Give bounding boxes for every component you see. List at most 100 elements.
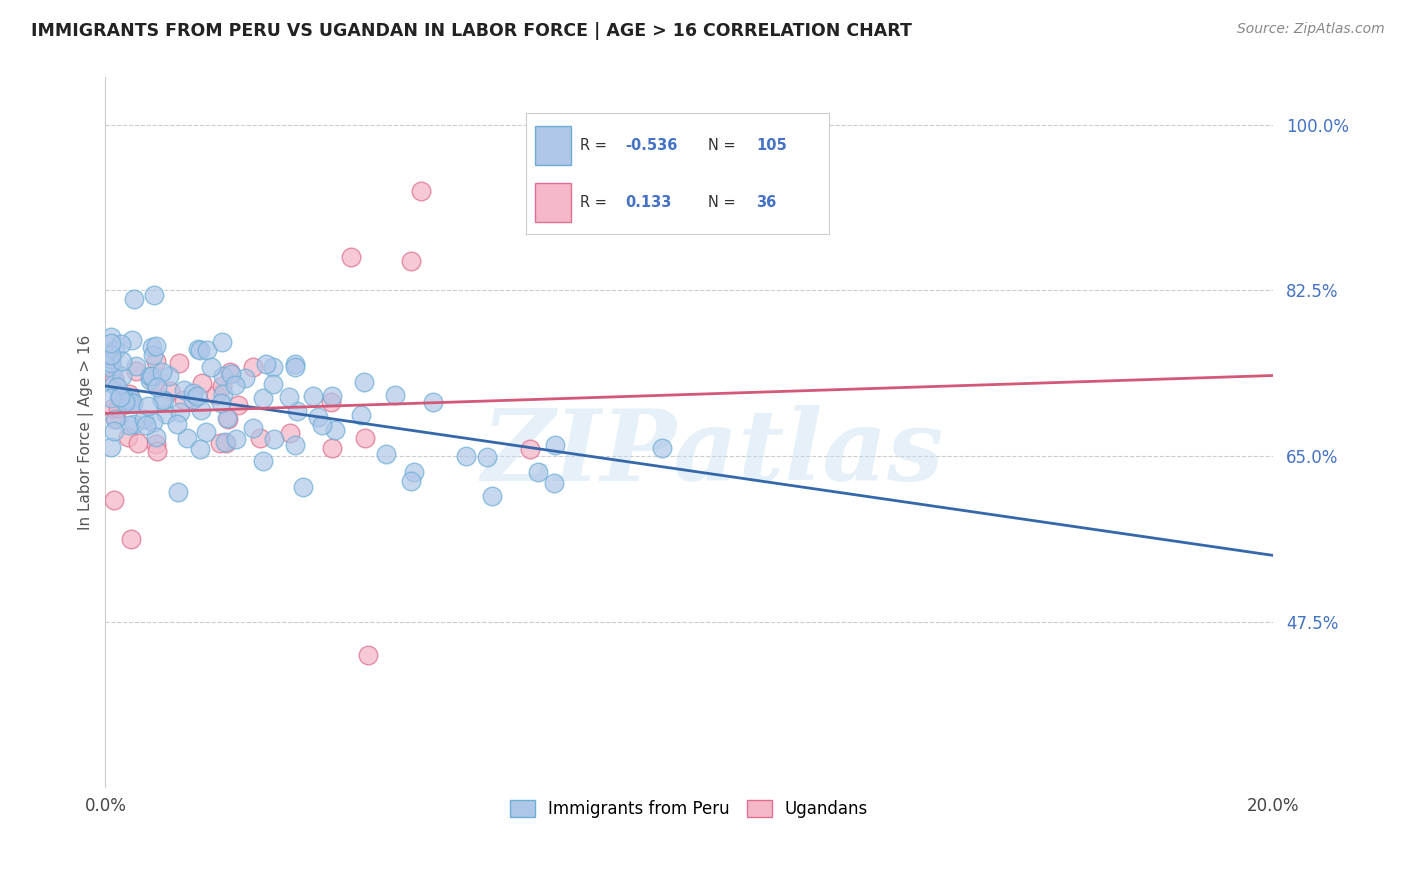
Point: [100, 392, 122, 406]
Point: [103, 372, 125, 386]
Point: [104, 412, 127, 426]
Point: [194, 425, 217, 440]
Point: [350, 408, 373, 422]
Point: [215, 410, 238, 425]
Point: [167, 485, 190, 500]
Point: [132, 412, 155, 426]
Point: [146, 380, 169, 394]
Point: [100, 330, 122, 344]
Point: [233, 371, 256, 385]
Point: [544, 438, 567, 452]
Point: [543, 475, 565, 490]
Point: [122, 292, 145, 306]
Point: [107, 401, 129, 415]
Point: [122, 417, 145, 431]
Point: [188, 343, 211, 357]
Point: [117, 430, 139, 444]
Point: [187, 342, 209, 356]
Point: [307, 409, 329, 424]
Point: [217, 412, 239, 426]
Point: [110, 337, 132, 351]
Point: [121, 333, 143, 347]
Point: [125, 364, 148, 378]
Text: Source: ZipAtlas.com: Source: ZipAtlas.com: [1237, 22, 1385, 37]
Point: [145, 354, 167, 368]
Point: [249, 431, 271, 445]
Point: [127, 435, 149, 450]
Point: [103, 376, 125, 391]
Point: [384, 387, 406, 401]
Point: [115, 397, 138, 411]
Point: [146, 443, 169, 458]
Point: [454, 449, 477, 463]
Point: [142, 287, 165, 301]
Point: [409, 184, 432, 198]
Point: [401, 254, 423, 268]
Point: [159, 384, 181, 399]
Text: ZIPatlas: ZIPatlas: [481, 405, 943, 502]
Point: [142, 415, 165, 429]
Point: [103, 492, 125, 507]
Point: [291, 480, 314, 494]
Point: [100, 348, 122, 362]
Point: [150, 392, 173, 407]
Point: [103, 424, 125, 438]
Point: [209, 436, 232, 450]
Point: [200, 360, 222, 375]
Point: [111, 369, 134, 384]
Point: [225, 432, 247, 446]
Point: [101, 401, 124, 415]
Point: [145, 430, 167, 444]
Point: [374, 447, 396, 461]
Legend: Immigrants from Peru, Ugandans: Immigrants from Peru, Ugandans: [503, 794, 875, 825]
Point: [321, 390, 343, 404]
Point: [100, 336, 122, 351]
Point: [219, 365, 242, 379]
Point: [242, 421, 264, 435]
Point: [114, 392, 136, 406]
Point: [111, 353, 134, 368]
Point: [142, 375, 165, 389]
Point: [142, 348, 165, 362]
Point: [323, 423, 346, 437]
Point: [285, 404, 308, 418]
Point: [262, 376, 284, 391]
Point: [311, 417, 333, 432]
Point: [224, 378, 246, 392]
Point: [104, 343, 127, 357]
Point: [422, 395, 444, 409]
Point: [141, 368, 163, 383]
Point: [120, 396, 142, 410]
Point: [107, 390, 129, 404]
Point: [242, 360, 264, 375]
Point: [114, 394, 136, 409]
Text: IMMIGRANTS FROM PERU VS UGANDAN IN LABOR FORCE | AGE > 16 CORRELATION CHART: IMMIGRANTS FROM PERU VS UGANDAN IN LABOR…: [31, 22, 912, 40]
Point: [190, 403, 212, 417]
Point: [181, 386, 204, 401]
Point: [226, 398, 249, 412]
Point: [100, 352, 122, 367]
Point: [125, 359, 148, 374]
Point: [477, 450, 499, 464]
Point: [402, 465, 425, 479]
Point: [118, 418, 141, 433]
Point: [157, 368, 180, 383]
Point: [169, 405, 191, 419]
Point: [278, 390, 301, 404]
Point: [399, 474, 422, 488]
Point: [214, 434, 236, 449]
Point: [167, 356, 190, 370]
Point: [519, 442, 541, 457]
Point: [254, 357, 277, 371]
Point: [354, 431, 377, 445]
Point: [527, 466, 550, 480]
Point: [319, 394, 342, 409]
Point: [166, 417, 188, 431]
Point: [263, 432, 285, 446]
Point: [284, 358, 307, 372]
Point: [120, 392, 142, 406]
Point: [101, 362, 124, 376]
Point: [145, 338, 167, 352]
Point: [150, 365, 173, 379]
Point: [212, 386, 235, 401]
